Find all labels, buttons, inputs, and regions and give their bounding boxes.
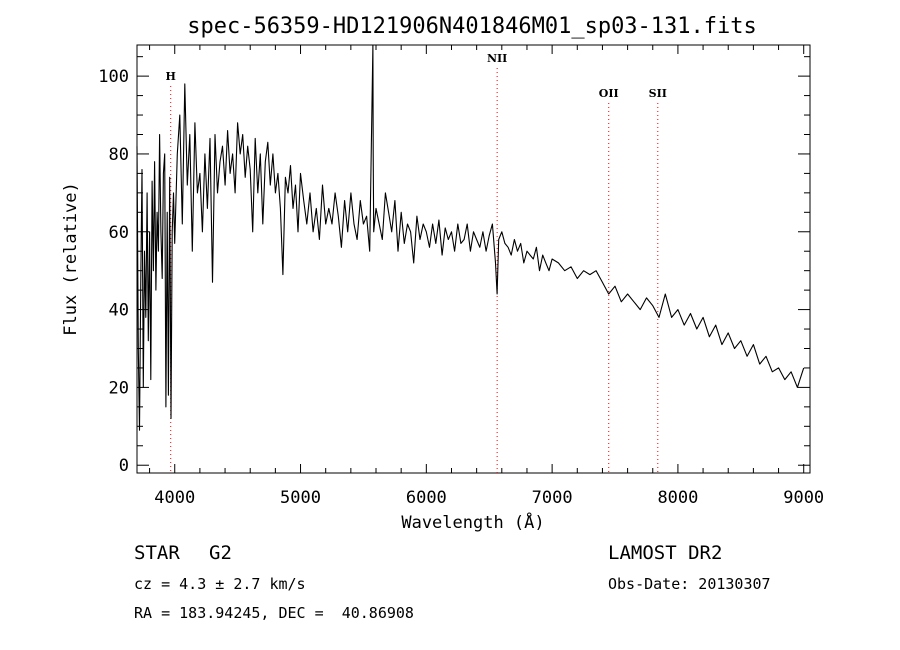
y-tick-label: 80 — [109, 145, 129, 165]
y-tick-label: 0 — [119, 456, 129, 476]
x-tick-label: 4000 — [154, 488, 195, 508]
series-layer — [136, 44, 805, 431]
emission-line-label: NII — [487, 52, 507, 65]
emission-line-label: SII — [649, 87, 667, 100]
chart-title: spec-56359-HD121906N401846M01_sp03-131.f… — [187, 14, 757, 39]
emission-lines: H NII OII SII — [166, 52, 667, 473]
x-tick-label: 7000 — [532, 488, 573, 508]
object-type: STAR — [134, 542, 180, 564]
survey-name: LAMOST DR2 — [608, 542, 723, 564]
y-tick-label: 100 — [98, 67, 129, 87]
emission-line-label: H — [166, 70, 176, 83]
y-tick-label: 40 — [109, 301, 129, 321]
spectrum-line — [136, 44, 805, 431]
x-tick-label: 5000 — [280, 488, 321, 508]
x-tick-label: 8000 — [657, 488, 698, 508]
x-axis-label: Wavelength (Å) — [401, 511, 544, 533]
x-tick-label: 9000 — [783, 488, 824, 508]
x-tick-label: 6000 — [406, 488, 447, 508]
emission-line-label: OII — [599, 87, 619, 100]
y-tick-label: 60 — [109, 223, 129, 243]
redshift-cz: cz = 4.3 ± 2.7 km/s — [134, 575, 306, 593]
y-axis-label: Flux (relative) — [61, 182, 81, 336]
plot-frame — [136, 44, 811, 474]
axis-ticks: 4000 5000 6000 7000 8000 9000 0 20 40 60 80 100 — [98, 45, 824, 508]
object-subclass: G2 — [209, 542, 232, 564]
observation-date: Obs-Date: 20130307 — [608, 575, 771, 593]
coordinates: RA = 183.94245, DEC = 40.86908 — [134, 604, 414, 622]
y-tick-label: 20 — [109, 378, 129, 398]
